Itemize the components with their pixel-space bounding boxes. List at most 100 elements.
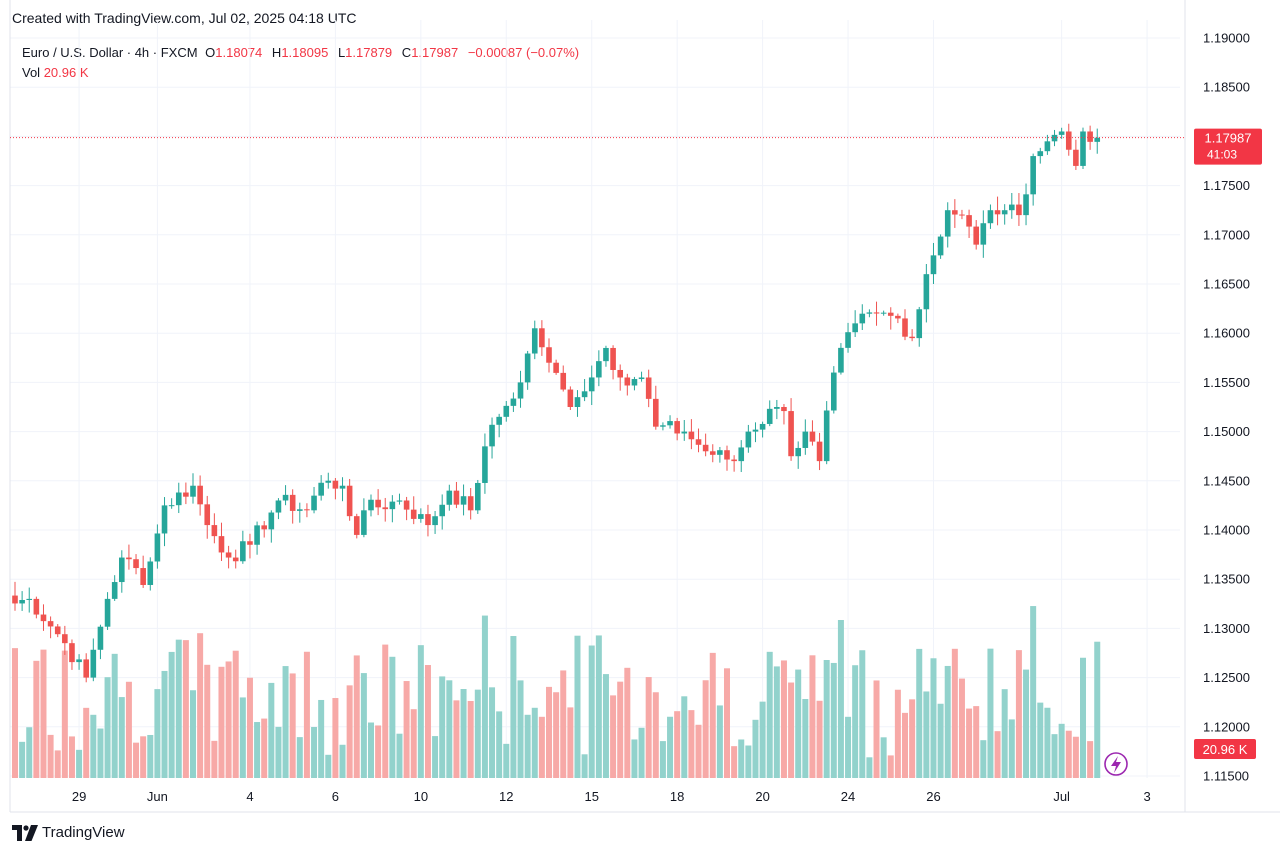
volume-bar — [567, 707, 574, 778]
candle-body — [425, 514, 431, 526]
volume-bar — [12, 648, 18, 778]
volume-bar — [339, 744, 346, 778]
legend-vol-label[interactable]: Vol — [22, 65, 41, 80]
candle-body — [887, 312, 894, 316]
volume-bar — [531, 707, 538, 778]
candle-body — [496, 416, 502, 425]
legend-vol-value: 20.96 K — [43, 65, 89, 80]
legend-close-value: 1.17987 — [411, 45, 459, 60]
candle-body — [617, 369, 623, 378]
bar-countdown: 41:03 — [1207, 148, 1237, 162]
legend-ohlc-row: Euro / U.S. Dollar · 4h · FXCM O1.18074 … — [22, 43, 585, 63]
volume-bar — [26, 727, 33, 778]
last-price-tag[interactable] — [1194, 128, 1262, 165]
volume-bar — [396, 733, 403, 778]
candle-body — [859, 313, 866, 324]
candle-body — [247, 541, 253, 545]
candle-body — [204, 504, 211, 526]
candle-body — [353, 516, 360, 535]
y-tick-label: 1.19000 — [1203, 31, 1250, 46]
volume-bar — [538, 716, 545, 778]
volume-bar — [780, 660, 787, 778]
tradingview-brand[interactable]: TradingView — [12, 824, 125, 841]
candle-body — [311, 495, 317, 511]
volume-bar — [1001, 689, 1008, 778]
x-tick-label: Jul — [1053, 789, 1070, 804]
candle-body — [1044, 141, 1051, 152]
candle-body — [275, 500, 282, 513]
candle-body — [588, 377, 595, 392]
candle-body — [19, 599, 25, 604]
y-tick-label: 1.16000 — [1203, 326, 1250, 341]
x-tick-label: 20 — [755, 789, 769, 804]
legend-high-value: 1.18095 — [281, 45, 329, 60]
volume-bar — [1094, 641, 1101, 778]
volume-bar — [175, 639, 182, 778]
candle-body — [902, 318, 908, 337]
candle-body — [852, 323, 858, 333]
candle-body — [47, 621, 54, 627]
candle-body — [489, 424, 495, 447]
candle-body — [282, 494, 289, 501]
volume-bar — [759, 701, 766, 778]
volume-bar — [866, 757, 873, 778]
volume-bar — [681, 696, 688, 778]
candle-body — [432, 516, 438, 526]
volume-bar — [125, 681, 132, 778]
volume-bar — [773, 666, 780, 778]
candle-body — [161, 505, 168, 534]
candle-body — [268, 512, 275, 530]
volume-bar — [410, 709, 417, 778]
candle-body — [453, 490, 460, 505]
volume-bar — [944, 665, 951, 778]
y-tick-label: 1.12000 — [1203, 719, 1250, 734]
last-volume-tag[interactable] — [1194, 739, 1256, 759]
x-tick-label: 3 — [1143, 789, 1150, 804]
candle-body — [69, 643, 75, 663]
volume-bar — [1030, 606, 1037, 778]
candle-body — [816, 441, 823, 462]
volume-bar — [246, 677, 253, 778]
volume-bar — [211, 740, 218, 778]
volume-bar — [389, 656, 396, 778]
candle-body — [546, 347, 552, 363]
volume-bar — [902, 712, 908, 778]
candle-body — [645, 377, 652, 399]
volume-bar — [937, 703, 944, 778]
volume-bar — [439, 676, 446, 778]
candle-body — [1030, 156, 1036, 195]
candle-body — [325, 480, 332, 483]
volume-bar — [1065, 730, 1072, 778]
candle-body — [396, 500, 403, 502]
volume-bar — [54, 750, 61, 778]
candle-body — [460, 496, 467, 505]
candle-body — [375, 499, 381, 508]
volume-bar — [147, 734, 154, 778]
volume-bar — [268, 682, 275, 778]
volume-bar — [318, 699, 325, 778]
legend-symbol[interactable]: Euro / U.S. Dollar · 4h · FXCM — [22, 45, 198, 60]
x-tick-label: 26 — [926, 789, 940, 804]
x-tick-label: 12 — [499, 789, 513, 804]
x-tick-label: 24 — [841, 789, 855, 804]
volume-bar — [1037, 702, 1044, 778]
candle-body — [175, 492, 182, 506]
x-tick-label: 6 — [332, 789, 339, 804]
volume-bar — [816, 700, 823, 778]
volume-bar — [802, 699, 809, 778]
volume-bar — [524, 714, 531, 778]
candle-body — [346, 485, 353, 517]
candle-body — [695, 439, 702, 445]
volume-bar — [894, 689, 901, 778]
lightning-icon[interactable] — [1104, 752, 1128, 776]
legend-open-label: O — [205, 45, 216, 60]
candle-body — [631, 379, 638, 386]
volume-bar — [61, 650, 68, 778]
volume-bar — [695, 724, 702, 778]
candle-body — [823, 410, 830, 462]
x-tick-label: 4 — [246, 789, 253, 804]
volume-bar — [225, 661, 232, 778]
volume-bar — [745, 745, 752, 778]
candle-body — [418, 514, 424, 519]
